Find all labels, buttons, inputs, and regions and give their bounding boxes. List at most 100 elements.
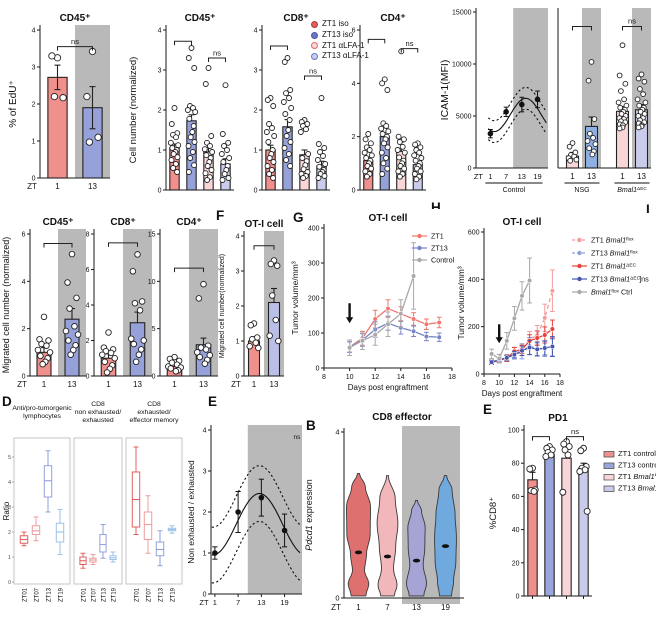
label-part: 4 [335,428,339,437]
data-point [209,149,216,155]
label-part: 6 [86,267,90,274]
y-axis-label: Non exhausted / exhausted [186,460,196,564]
sig-bracket [43,242,73,248]
y-tick-label: 100 [508,428,520,435]
data-point [285,127,292,133]
y-tick-label: 0 [22,374,26,381]
data-point [64,279,71,286]
data-point [281,527,288,534]
y-tick-label: 3 [236,269,240,276]
sig-bracket [622,26,642,31]
label-part: ns [406,39,414,48]
data-point [561,446,569,454]
data-point [569,140,576,146]
label-part: 1 [252,380,257,389]
data-point [410,328,417,334]
data-point [534,346,540,352]
legend-item: ZT1 αLFA-1 [311,41,369,51]
chart-svg-cd8n: 0 1 2 3 4 ns CD8⁺ [254,13,330,195]
data-point [300,166,307,173]
label-part: Ratio [2,501,11,520]
data-point [564,451,572,459]
data-point [641,78,648,85]
data-point [519,293,525,299]
label-part: ZT19 [171,587,177,602]
y-tick-label: 400 [468,277,480,284]
data-point [73,294,80,302]
data-point [314,157,321,163]
data-point [300,175,307,181]
chart-title: CD8⁺ [110,217,135,228]
group-frame [13,437,71,585]
label-part: Bmal1 [617,187,637,194]
x-tick-label: 12 [511,380,519,387]
y-axis-label: Migrated cell number (normalized) [1,237,11,374]
legend-label: ZT1 iso [322,19,349,28]
legend-dot-icon [311,20,318,28]
panel-letter-g: G [293,210,304,225]
data-point [366,147,373,153]
label-part: 4 [22,279,26,286]
label-part: OT-I cell [503,217,542,228]
label-part: 600 [468,230,480,237]
data-point [74,331,82,338]
label-part: ZT13 [47,587,53,602]
label-part: lymphocytes [23,413,61,420]
group-title: exhausted/ [137,409,170,416]
data-point [410,273,417,279]
bar [561,457,572,597]
label-part: ICAM-1(MFI) [439,60,451,121]
label-part: ZT [331,603,341,612]
data-point [201,146,208,153]
data-point [385,305,391,312]
confidence-upper [211,465,301,528]
data-point [315,175,322,181]
y-tick-label: 1 [203,551,207,558]
data-point [173,134,179,141]
data-point [380,160,387,167]
data-point [37,352,44,360]
sig-label: ns [71,37,79,46]
data-point [287,87,294,93]
label-part: 7 [385,603,390,612]
data-point [487,130,494,137]
y-tick-label: 0 [86,374,90,381]
label-part: 5000 [456,114,472,121]
label-part: 4 [236,234,240,241]
data-point [534,335,540,341]
panel-letter-e-pd1: E [483,402,493,417]
label-part: 19 [441,603,450,612]
panel-oti-migration: 0 1 2 3 4 1 13 ZT OT-I cell Migrated cell number(… [216,206,294,400]
data-point [303,126,309,133]
x-tick-label: 1 [620,172,625,181]
data-point [618,88,624,94]
label-part: ZT13 control [618,461,656,470]
data-point [224,147,230,153]
label-part: OT-I cell [245,219,284,230]
x-axis-prefix: ZT [27,182,37,191]
data-point [379,131,386,137]
data-point [172,161,179,167]
y-tick-label: 0 [32,176,36,183]
x-category-label: ZT19 [112,587,118,602]
confidence-upper [487,86,547,122]
x-tick-label: 1 [213,598,217,607]
data-point [285,151,292,157]
data-point [111,354,119,362]
data-point [378,149,385,156]
data-point [634,96,641,103]
arrow-head [346,317,354,324]
data-point [288,105,295,111]
x-tick-label: 18 [448,374,456,381]
label-part: 4 [86,303,90,310]
data-point [519,348,525,354]
x-tick-label: 13 [199,380,208,389]
data-point [400,136,407,143]
data-point [204,177,211,183]
y-tick-label: 2 [254,108,258,115]
data-point [287,139,294,145]
chart-title: OT-I cell [369,213,408,224]
legend-label: Bmal1flox Ctrl [591,288,633,297]
label-part: 12 [371,374,379,381]
